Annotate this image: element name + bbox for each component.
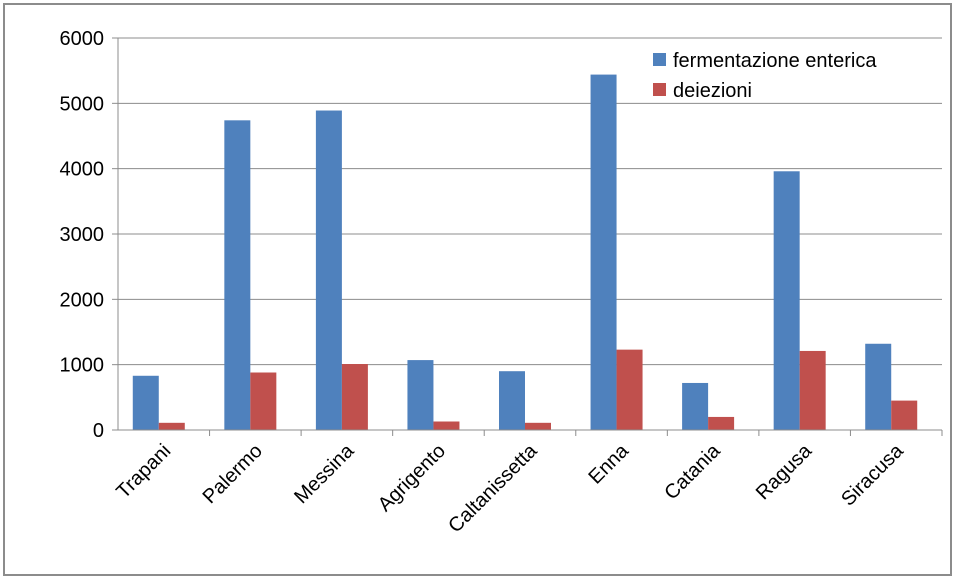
bar-fermentazione-enterica-messina (315, 110, 342, 431)
legend-label: fermentazione enterica (673, 50, 877, 72)
y-tick-label: 4000 (60, 159, 105, 181)
x-tick-label: Palermo (199, 440, 267, 508)
bar-deiezioni-ragusa (799, 350, 826, 430)
x-tick-labels: Trapani Palermo Messina AgrigentoCaltanisse… (112, 439, 908, 537)
bar-deiezioni-palermo (250, 372, 277, 430)
bar-deiezioni-messina (341, 364, 368, 430)
x-tick-label: Enna (584, 439, 633, 488)
x-tick-label: Catania (660, 439, 725, 504)
y-tick-label: 2000 (60, 289, 105, 311)
bar-fermentazione-enterica-palermo (224, 120, 251, 430)
y-tick-label: 5000 (60, 93, 105, 115)
bar-deiezioni-trapani (158, 422, 185, 430)
bar-deiezioni-enna (616, 349, 643, 430)
bar-deiezioni-caltanissetta (525, 422, 551, 430)
bar-fermentazione-enterica-catania (682, 382, 709, 430)
y-tick-label: 3000 (60, 224, 105, 246)
x-tick-label: Agrigento (374, 440, 450, 516)
x-tick-label: Ragusa (752, 439, 817, 504)
bar-deiezioni-agrigento (433, 421, 460, 430)
bar-deiezioni-catania (708, 416, 735, 430)
bar-fermentazione-enterica-siracusa (865, 343, 892, 430)
bar-fermentazione-enterica-trapani (132, 375, 159, 430)
y-tick-label: 1000 (60, 355, 105, 377)
x-tick-label: Messina (290, 439, 359, 508)
y-tick-label: 0 (93, 420, 104, 442)
bar-deiezioni-siracusa (891, 400, 918, 430)
axes (112, 37, 943, 436)
y-tick-label: 6000 (60, 28, 105, 50)
legend-swatch (653, 83, 666, 96)
legend: fermentazione enterica deiezioni (653, 50, 877, 102)
bar-fermentazione-enterica-caltanissetta (499, 371, 525, 430)
bars (132, 74, 918, 431)
legend-label: deiezioni (673, 80, 752, 102)
y-tick-labels: 0 1000 2000 3000 4000 5000 6000 (60, 28, 105, 442)
bar-fermentazione-enterica-ragusa (773, 171, 800, 430)
x-tick-label: Siracusa (837, 439, 908, 510)
x-tick-label: Trapani (112, 440, 175, 503)
x-tick-label: Caltanissetta (444, 439, 542, 537)
bar-fermentazione-enterica-agrigento (407, 360, 434, 430)
legend-swatch (653, 53, 666, 66)
bar-fermentazione-enterica-enna (590, 74, 617, 430)
